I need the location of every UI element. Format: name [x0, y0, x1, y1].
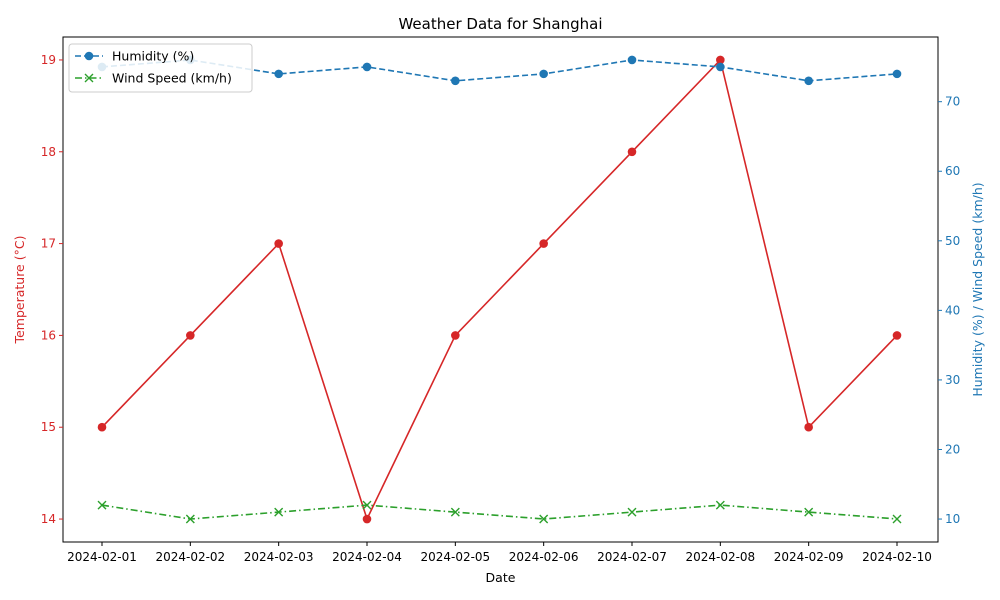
- series-temperature: [97, 55, 902, 524]
- legend-box: [68, 43, 253, 93]
- legend-entry: Wind Speed (km/h): [75, 71, 232, 86]
- legend-swatch-marker: [84, 51, 94, 61]
- data-point: [186, 331, 195, 340]
- data-point: [715, 500, 725, 510]
- x-tick-label: 2024-02-08: [685, 550, 755, 564]
- left-tick-label: 17: [41, 237, 56, 251]
- series-line: [101, 58, 898, 522]
- data-point: [451, 76, 460, 86]
- right-tick-label: 40: [945, 303, 960, 317]
- left-tick-label: 18: [41, 145, 56, 159]
- data-point: [97, 422, 107, 432]
- x-tick-label: 2024-02-10: [862, 550, 932, 564]
- legend-swatch-marker: [84, 73, 94, 83]
- data-point: [716, 55, 725, 65]
- data-point: [892, 514, 902, 524]
- legend-label: Wind Speed (km/h): [112, 71, 232, 86]
- series-wind-speed-km-h: [97, 500, 902, 524]
- data-point: [539, 69, 548, 79]
- data-point: [274, 69, 283, 79]
- right-tick-label: 60: [945, 164, 960, 178]
- data-point: [451, 331, 460, 340]
- data-point: [362, 62, 372, 72]
- right-tick-label: 10: [945, 512, 960, 526]
- left-axis-label: Temperature (°C): [12, 236, 27, 345]
- data-point: [804, 422, 813, 432]
- right-tick-label: 70: [945, 95, 960, 109]
- data-point: [627, 55, 637, 65]
- right-tick-label: 30: [945, 373, 960, 387]
- data-point: [362, 514, 372, 524]
- data-point: [892, 69, 902, 79]
- data-point: [627, 507, 637, 517]
- data-point: [450, 507, 460, 517]
- left-tick-label: 19: [41, 53, 56, 67]
- data-point: [716, 62, 725, 72]
- x-tick-label: 2024-02-06: [509, 550, 579, 564]
- data-point: [274, 239, 283, 248]
- data-point: [804, 507, 814, 517]
- legend-label: Humidity (%): [112, 49, 194, 64]
- series-line: [101, 504, 898, 520]
- right-axis-label: Humidity (%) / Wind Speed (km/h): [970, 182, 985, 396]
- left-tick-label: 16: [41, 328, 56, 342]
- x-tick-label: 2024-02-09: [774, 550, 844, 564]
- plot-frame: [62, 36, 939, 543]
- x-tick-label: 2024-02-02: [155, 550, 225, 564]
- data-point: [185, 514, 195, 524]
- x-tick-label: 2024-02-05: [420, 550, 490, 564]
- x-axis-label: Date: [486, 570, 516, 585]
- x-tick-label: 2024-02-04: [332, 550, 402, 564]
- left-tick-label: 15: [41, 420, 56, 434]
- x-tick-label: 2024-02-03: [244, 550, 314, 564]
- legend: Humidity (%) Wind Speed (km/h): [68, 43, 253, 93]
- x-tick-label: 2024-02-01: [67, 550, 137, 564]
- data-point: [97, 500, 107, 510]
- data-point: [804, 76, 813, 86]
- data-point: [892, 331, 902, 340]
- data-point: [274, 507, 284, 517]
- left-tick-label: 14: [41, 512, 56, 526]
- legend-entry: Humidity (%): [75, 49, 194, 64]
- data-point: [539, 514, 549, 524]
- series-line: [101, 59, 898, 82]
- x-tick-label: 2024-02-07: [597, 550, 667, 564]
- right-tick-label: 20: [945, 442, 960, 456]
- data-point: [539, 239, 548, 248]
- data-point: [362, 500, 372, 510]
- chart-title: Weather Data for Shanghai: [398, 15, 602, 33]
- data-point: [627, 147, 637, 157]
- axes-layer: 2024-02-01 2024-02-02 2024-02-03 2024-02-04…: [41, 36, 960, 564]
- series-layer: [97, 55, 902, 524]
- right-tick-label: 50: [945, 234, 960, 248]
